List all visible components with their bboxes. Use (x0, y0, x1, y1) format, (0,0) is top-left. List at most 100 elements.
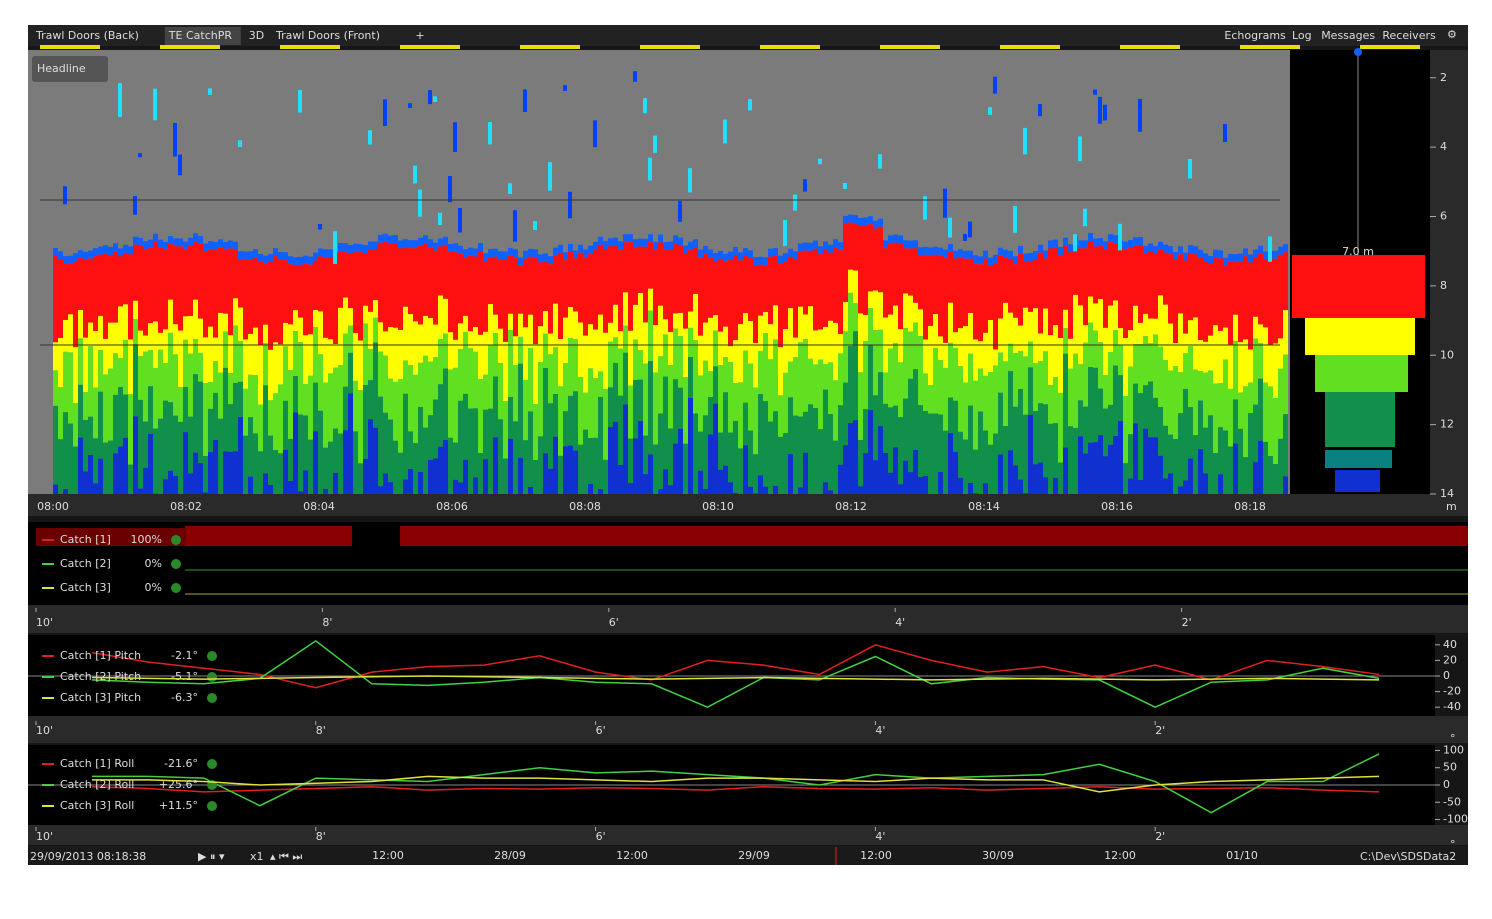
menu-item[interactable]: Log (1292, 29, 1312, 42)
echo-cell (918, 309, 923, 337)
tab[interactable]: TE CatchPR (168, 29, 233, 42)
echo-cell (653, 372, 658, 445)
echo-cell (883, 403, 888, 454)
echo-cell (283, 322, 288, 347)
echo-cell (63, 264, 68, 320)
tab[interactable]: 3D (249, 29, 264, 42)
echo-speck (678, 200, 682, 222)
echo-cell (543, 333, 548, 368)
echo-cell (313, 260, 318, 311)
echo-cell (1133, 344, 1138, 384)
x-tick-label: 2' (1155, 724, 1165, 737)
echo-cell (248, 251, 253, 260)
echo-cell (618, 249, 623, 332)
echo-cell (548, 468, 553, 494)
echo-cell (703, 253, 708, 323)
echo-cell (788, 308, 793, 362)
echo-cell (323, 257, 328, 338)
echo-cell (783, 329, 788, 373)
depth-unit: m (1446, 500, 1457, 513)
echo-cell (1003, 361, 1008, 427)
echo-cell (373, 249, 378, 301)
echo-cell (903, 328, 908, 399)
echo-cell (1203, 253, 1208, 262)
echo-cell (1128, 247, 1133, 331)
echo-cell (678, 387, 683, 429)
echo-cell (1043, 477, 1048, 494)
echo-cell (1028, 311, 1033, 342)
data-path: C:\Dev\SDSData2 (1360, 850, 1456, 863)
echo-cell (938, 472, 943, 494)
echo-cell (643, 435, 648, 475)
menu-item[interactable]: Echograms (1224, 29, 1286, 42)
tab[interactable]: + (415, 29, 424, 42)
echo-cell (68, 255, 73, 264)
echo-cell (608, 246, 613, 323)
echo-cell (468, 331, 473, 349)
echo-cell (1278, 368, 1283, 439)
echo-cell (528, 256, 533, 315)
tab-active (164, 27, 241, 45)
echo-cell (653, 444, 658, 494)
echo-cell (343, 243, 348, 252)
echo-cell (313, 327, 318, 383)
echo-cell (963, 326, 968, 383)
y-tick-label: 40 (1443, 638, 1457, 651)
echo-cell (133, 344, 138, 417)
speed[interactable]: x1 (250, 850, 264, 863)
echo-cell (78, 384, 83, 438)
echo-cell (1138, 322, 1143, 345)
tab[interactable]: Trawl Doors (Back) (35, 29, 139, 42)
echo-cell (788, 248, 793, 257)
echo-cell (163, 329, 168, 364)
echo-cell (528, 314, 533, 348)
tab[interactable]: Trawl Doors (Front) (275, 29, 380, 42)
echo-cell (998, 352, 1003, 393)
echo-cell (78, 310, 83, 339)
echo-cell (243, 259, 248, 340)
echo-speck (1038, 103, 1042, 117)
echo-cell (1253, 462, 1258, 494)
echo-cell (453, 367, 458, 443)
echo-cell (603, 241, 608, 250)
echo-cell (693, 413, 698, 494)
echo-cell (348, 244, 353, 253)
echo-cell (823, 241, 828, 250)
echo-cell (183, 316, 188, 340)
echo-cell (1183, 333, 1188, 354)
echo-cell (118, 306, 123, 359)
echo-cell (483, 459, 488, 494)
echo-cell (903, 240, 908, 249)
echo-cell (1003, 257, 1008, 303)
catch-axis (28, 605, 1468, 633)
echo-cell (1253, 316, 1258, 339)
echo-cell (108, 322, 113, 369)
echo-cell (498, 363, 503, 420)
echo-cell (53, 247, 58, 256)
echo-cell (563, 252, 568, 261)
echo-cell (1058, 338, 1063, 394)
x-tick-label: 4' (875, 830, 885, 843)
y-tick-label: -50 (1443, 795, 1461, 808)
echo-cell (763, 486, 768, 494)
echo-cell (1043, 258, 1048, 309)
echo-cell (713, 253, 718, 262)
echo-cell (478, 242, 483, 251)
echo-cell (1168, 370, 1173, 435)
menu-item[interactable]: Messages (1321, 29, 1375, 42)
nav-controls[interactable]: ▴ ⏮ ⏭ (270, 850, 302, 863)
menu-item[interactable]: Receivers (1382, 29, 1436, 42)
echo-cell (1228, 446, 1233, 494)
echo-cell (283, 252, 288, 261)
echo-cell (1033, 308, 1038, 364)
echo-cell (808, 242, 813, 251)
time-tick-label: 08:14 (968, 500, 1000, 513)
echo-cell (708, 397, 713, 435)
echo-cell (553, 255, 558, 304)
echo-cell (658, 489, 663, 494)
echo-cell (248, 374, 253, 418)
echo-cell (678, 428, 683, 494)
echo-cell (458, 400, 463, 483)
echo-cell (1153, 397, 1158, 438)
play-controls[interactable]: ▶ ⏸ ▾ (198, 850, 225, 863)
